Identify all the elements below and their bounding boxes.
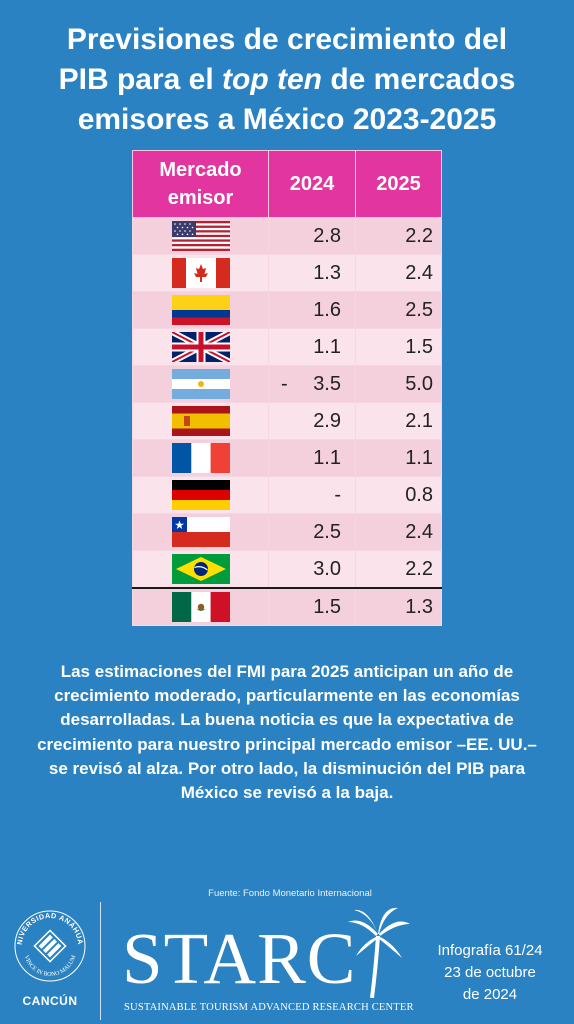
svg-text:VINCE IN BONO MALUM: VINCE IN BONO MALUM <box>23 954 78 978</box>
title-line-1: Previsiones de crecimiento del <box>66 23 508 56</box>
germany-flag-icon <box>171 480 230 510</box>
value-2024: 3.0 <box>268 550 356 589</box>
header-2024: 2024 <box>268 150 356 218</box>
value-2024: 2.9 <box>268 402 356 440</box>
title-line-2: PIB para el top ten de mercados <box>58 63 516 96</box>
table-row: 1.1 1.5 <box>132 328 442 366</box>
negative-sign: - <box>281 372 288 395</box>
value-2024: 1.6 <box>268 291 356 329</box>
value-2024: -3.5 <box>268 365 356 403</box>
table-row: 2.5 2.4 <box>132 513 442 551</box>
value-2024: - <box>268 476 356 514</box>
france-flag-icon <box>171 443 230 473</box>
mexico-flag-icon <box>171 592 230 622</box>
table-row: 1.5 1.3 <box>132 587 442 626</box>
university-city: CANCÚN <box>22 994 78 1008</box>
infographic-info: Infografía 61/24 23 de octubre de 2024 <box>420 940 560 1006</box>
table-row: 1.6 2.5 <box>132 291 442 329</box>
canada-flag-icon <box>171 258 230 288</box>
header-market: Mercado emisor <box>132 150 269 218</box>
uk-flag-icon <box>171 332 230 362</box>
infographic-number: Infografía 61/24 <box>437 942 543 959</box>
value-2025: 2.5 <box>355 291 442 329</box>
title-emphasis: top ten <box>222 63 322 96</box>
header-2025: 2025 <box>355 150 442 218</box>
table-row: 2.8 2.2 <box>132 217 442 255</box>
table-header-row: Mercado emisor 2024 2025 <box>132 150 442 218</box>
palm-tree-icon <box>348 907 410 998</box>
value-2025: 1.1 <box>355 439 442 477</box>
brazil-flag-icon <box>171 554 230 584</box>
starc-subtitle: SUSTAINABLE TOURISM ADVANCED RESEARCH CE… <box>124 1002 414 1013</box>
title-line-3: emisores a México 2023-2025 <box>77 103 497 136</box>
spain-flag-icon <box>171 406 230 436</box>
growth-table: Mercado emisor 2024 2025 2.8 2.2 1.3 2.4 <box>132 150 442 626</box>
infographic-date: 23 de octubre <box>444 964 536 981</box>
usa-flag-icon <box>171 221 230 251</box>
value-2024: 1.5 <box>268 587 356 626</box>
summary-paragraph: Las estimaciones del FMI para 2025 antic… <box>37 662 537 803</box>
value-2024: 1.1 <box>268 328 356 366</box>
value-2025: 0.8 <box>355 476 442 514</box>
argentina-flag-icon <box>171 369 230 399</box>
value-2024: 2.5 <box>268 513 356 551</box>
value-2025: 1.5 <box>355 328 442 366</box>
table-row: 1.3 2.4 <box>132 254 442 292</box>
infographic-year: de 2024 <box>462 986 518 1003</box>
table-row: 1.1 1.1 <box>132 439 442 477</box>
value-2025: 2.1 <box>355 402 442 440</box>
page-title: Previsiones de crecimiento del PIB para … <box>20 20 554 140</box>
value-2025: 5.0 <box>355 365 442 403</box>
value-2025: 2.4 <box>355 513 442 551</box>
value-2024: 1.1 <box>268 439 356 477</box>
table-row: -3.5 5.0 <box>132 365 442 403</box>
value-2025: 2.2 <box>355 217 442 255</box>
value-2025: 2.2 <box>355 550 442 589</box>
colombia-flag-icon <box>171 295 230 325</box>
starc-logo-text: STARC <box>122 918 357 999</box>
university-logo: UNIVERSIDAD ANÁHUAC VINCE IN BONO MALUM … <box>6 908 94 1020</box>
anahuac-seal-icon: UNIVERSIDAD ANÁHUAC VINCE IN BONO MALUM <box>12 908 86 982</box>
value-2025: 1.3 <box>355 587 442 626</box>
footer-divider <box>100 902 101 1020</box>
value-2024: 2.8 <box>268 217 356 255</box>
value-2025: 2.4 <box>355 254 442 292</box>
value-2024: 1.3 <box>268 254 356 292</box>
chile-flag-icon <box>171 517 230 547</box>
table-row: 3.0 2.2 <box>132 550 442 589</box>
source-note: Fuente: Fondo Monetario Internacional <box>208 888 372 899</box>
table-row: 2.9 2.1 <box>132 402 442 440</box>
table-row: - 0.8 <box>132 476 442 514</box>
